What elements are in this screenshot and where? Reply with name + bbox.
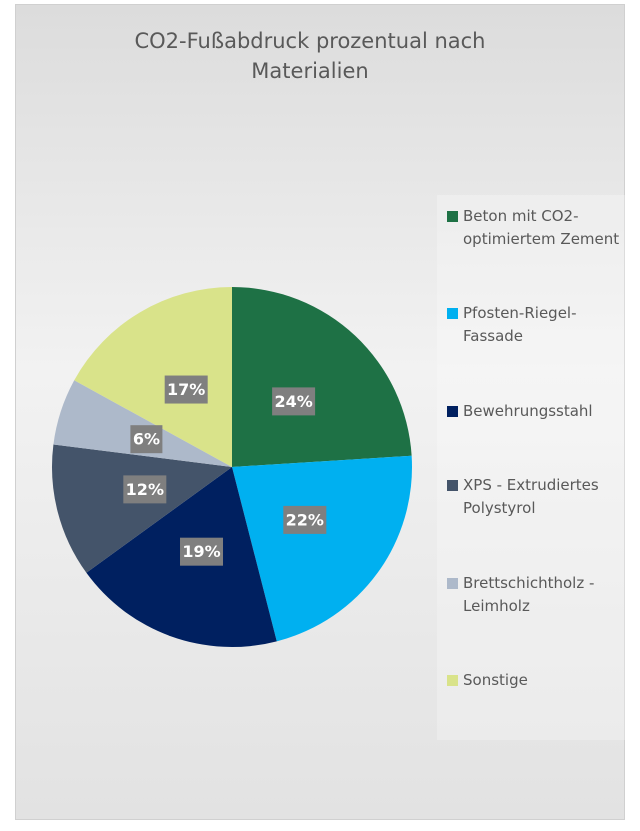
- legend-swatch: [447, 674, 458, 686]
- pie-slice: [232, 287, 412, 467]
- legend-item: Pfosten-Riegel-Fassade: [447, 302, 621, 348]
- data-label: 24%: [274, 392, 312, 411]
- legend-item: XPS - Extrudiertes Polystyrol: [447, 474, 621, 520]
- data-label-box: [164, 375, 208, 404]
- legend-swatch: [447, 211, 458, 222]
- legend-swatch: [447, 577, 458, 589]
- legend-swatch: [447, 308, 458, 320]
- data-label-box: [130, 425, 163, 454]
- data-label-box: [283, 505, 327, 534]
- data-label: 22%: [286, 510, 324, 529]
- pie-slice: [52, 444, 233, 573]
- chart-title: CO2-Fußabdruck prozentual nach Materiali…: [134, 29, 486, 83]
- legend-item: Beton mit CO2-optimiertem Zement: [447, 205, 621, 251]
- legend-label: Sonstige: [463, 670, 528, 689]
- data-label: 12%: [126, 480, 164, 499]
- legend-swatch: [447, 480, 458, 492]
- legend: Beton mit CO2-optimiertem Zement Pfosten-…: [437, 195, 625, 740]
- legend-label: Beton mit CO2-optimiertem Zement: [463, 207, 620, 248]
- pie-slice: [53, 380, 232, 467]
- legend-label: Bewehrungsstahl: [463, 401, 593, 420]
- legend-label: Pfosten-Riegel-Fassade: [463, 304, 577, 346]
- legend-label: Brettschichtholz - Leimholz: [463, 573, 595, 615]
- data-label: 17%: [167, 380, 205, 399]
- legend-item: Bewehrungsstahl: [447, 400, 621, 423]
- pie-slice: [74, 287, 232, 467]
- legend-item: Brettschichtholz - Leimholz: [447, 572, 621, 618]
- data-label: 19%: [182, 542, 220, 561]
- data-label-box: [123, 475, 167, 504]
- data-label-box: [180, 537, 224, 566]
- legend-label: XPS - Extrudiertes Polystyrol: [463, 476, 599, 518]
- legend-item: Sonstige: [447, 669, 621, 692]
- data-label: 6%: [133, 430, 160, 449]
- data-label-box: [272, 387, 316, 416]
- legend-swatch: [447, 405, 458, 417]
- pie-slice: [232, 455, 412, 642]
